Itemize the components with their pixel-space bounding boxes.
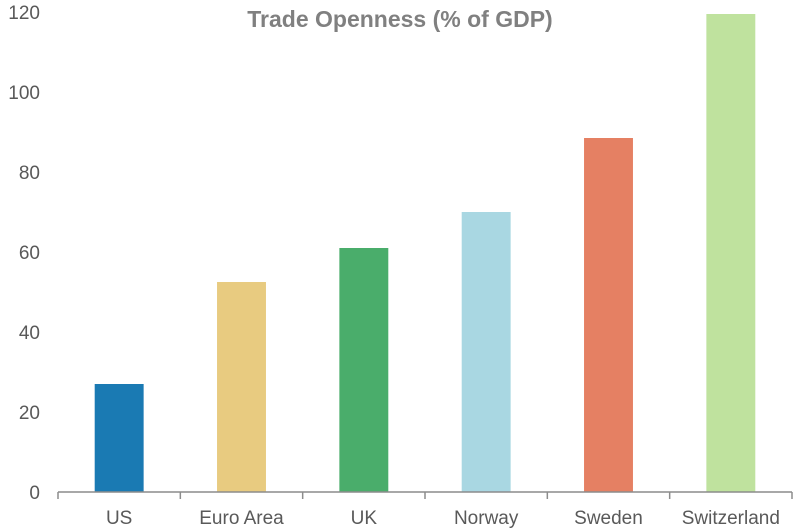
y-tick-label: 40 xyxy=(19,323,40,344)
bar-us xyxy=(94,384,144,492)
y-tick-label: 60 xyxy=(19,243,40,264)
bar-switzerland xyxy=(706,14,756,492)
bar-norway xyxy=(461,212,511,492)
y-tick-label: 120 xyxy=(8,3,40,24)
x-category-label: Euro Area xyxy=(199,508,284,529)
bars xyxy=(94,14,756,492)
x-category-label: Norway xyxy=(454,508,519,529)
x-category-label: Sweden xyxy=(574,508,643,529)
y-tick-label: 0 xyxy=(29,483,40,504)
x-category-label: Switzerland xyxy=(682,508,780,529)
x-category-label: UK xyxy=(351,508,378,529)
bar-euro-area xyxy=(217,282,266,492)
y-tick-label: 80 xyxy=(19,163,40,184)
x-axis-labels: US Euro Area UK Norway Sweden Switzerland xyxy=(106,508,780,529)
y-tick-label: 20 xyxy=(19,403,40,424)
bar-uk xyxy=(339,248,389,492)
y-tick-label: 100 xyxy=(8,83,40,104)
chart-title: Trade Openness (% of GDP) xyxy=(247,6,552,32)
bar-sweden xyxy=(584,138,633,492)
x-axis-ticks xyxy=(57,492,793,499)
x-category-label: US xyxy=(106,508,132,529)
y-axis-ticks: 0 20 40 60 80 100 120 xyxy=(8,3,40,504)
